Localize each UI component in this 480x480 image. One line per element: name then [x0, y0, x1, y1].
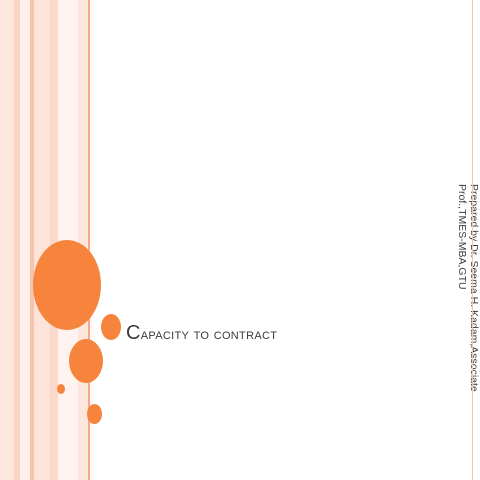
- decor-circle-mid: [69, 339, 103, 383]
- credit-line-2: Prof.,TMES-MBA,GTU: [456, 184, 468, 290]
- decor-stripe: [78, 0, 88, 480]
- decor-stripe: [34, 0, 50, 480]
- slide-title: Capacity to contract: [126, 322, 278, 344]
- decor-stripe: [0, 0, 14, 480]
- decor-stripe: [88, 0, 90, 480]
- decor-stripe: [30, 0, 34, 480]
- decor-stripe: [20, 0, 30, 480]
- decor-circle-small: [87, 404, 102, 424]
- decor-stripe: [14, 0, 20, 480]
- decor-stripe: [50, 0, 58, 480]
- decor-stripe: [90, 0, 93, 480]
- right-border-line: [472, 0, 473, 480]
- decor-circle-large: [33, 240, 101, 330]
- decor-circle-medium: [101, 314, 121, 340]
- author-credit: Prepared by Dr. Seema H. Kadam,Associate…: [454, 184, 480, 404]
- credit-line-1: Prepared by Dr. Seema H. Kadam,Associate: [468, 184, 480, 392]
- decor-circle-tiny: [57, 384, 65, 394]
